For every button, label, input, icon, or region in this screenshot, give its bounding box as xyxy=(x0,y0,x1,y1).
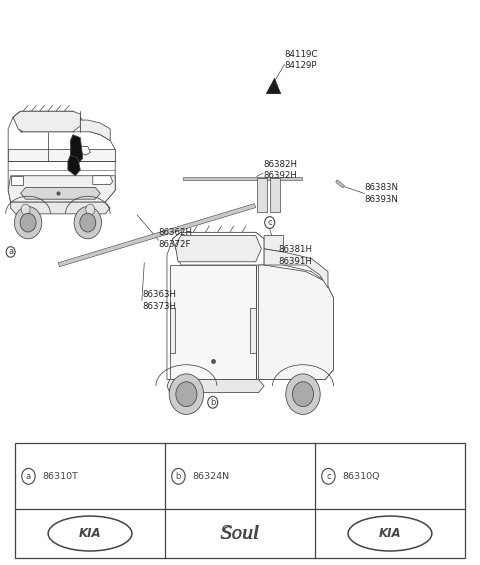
Text: a: a xyxy=(26,472,31,481)
Polygon shape xyxy=(167,380,264,393)
Circle shape xyxy=(169,374,204,414)
Polygon shape xyxy=(11,176,23,185)
Polygon shape xyxy=(13,111,80,132)
Polygon shape xyxy=(175,236,261,262)
Circle shape xyxy=(292,382,313,407)
Circle shape xyxy=(86,204,95,215)
Text: 86362H
86372F: 86362H 86372F xyxy=(158,228,192,249)
Polygon shape xyxy=(21,188,100,199)
Text: a: a xyxy=(8,247,13,257)
Polygon shape xyxy=(11,202,110,214)
Text: 86324N: 86324N xyxy=(193,472,230,481)
Polygon shape xyxy=(167,232,334,380)
Circle shape xyxy=(264,216,275,228)
Text: KIA: KIA xyxy=(79,527,101,540)
Text: $\mathregular{S}$oul: $\mathregular{S}$oul xyxy=(221,524,259,542)
Circle shape xyxy=(80,213,96,232)
Circle shape xyxy=(74,207,101,239)
Text: 84119C
84129P: 84119C 84129P xyxy=(285,50,318,70)
Polygon shape xyxy=(80,146,90,155)
Polygon shape xyxy=(8,149,115,161)
Polygon shape xyxy=(182,176,302,180)
Polygon shape xyxy=(68,155,80,176)
Text: KIA: KIA xyxy=(379,527,401,540)
Polygon shape xyxy=(264,249,328,288)
Polygon shape xyxy=(336,180,344,188)
Text: c: c xyxy=(267,218,272,227)
Polygon shape xyxy=(8,176,115,202)
Text: 86310Q: 86310Q xyxy=(343,472,380,481)
Text: 86310T: 86310T xyxy=(43,472,79,481)
Polygon shape xyxy=(58,203,256,267)
Text: b: b xyxy=(210,398,216,407)
Polygon shape xyxy=(13,111,80,132)
Polygon shape xyxy=(264,236,284,252)
Circle shape xyxy=(21,204,30,215)
FancyBboxPatch shape xyxy=(257,178,267,212)
Circle shape xyxy=(322,468,335,484)
Text: 86383N
86393N: 86383N 86393N xyxy=(364,183,398,203)
FancyBboxPatch shape xyxy=(270,178,280,212)
Polygon shape xyxy=(266,79,281,94)
Circle shape xyxy=(172,468,185,484)
Circle shape xyxy=(208,397,218,408)
Text: 86382H
86392H: 86382H 86392H xyxy=(263,159,297,180)
Polygon shape xyxy=(80,120,110,141)
Text: 86381H
86391H: 86381H 86391H xyxy=(278,245,312,266)
Polygon shape xyxy=(8,111,115,202)
Circle shape xyxy=(286,374,320,414)
Circle shape xyxy=(6,247,15,257)
Text: Soul: Soul xyxy=(220,524,260,542)
Polygon shape xyxy=(71,134,83,164)
Text: c: c xyxy=(326,472,331,481)
Bar xyxy=(15,443,465,558)
Circle shape xyxy=(176,382,197,407)
Polygon shape xyxy=(170,265,256,380)
Circle shape xyxy=(20,213,36,232)
Circle shape xyxy=(22,468,35,484)
Text: b: b xyxy=(176,472,181,481)
Polygon shape xyxy=(250,307,256,353)
Polygon shape xyxy=(172,232,264,265)
Polygon shape xyxy=(259,265,334,380)
Polygon shape xyxy=(93,176,113,185)
Circle shape xyxy=(14,207,42,239)
Polygon shape xyxy=(170,307,175,353)
Text: 86363H
86373H: 86363H 86373H xyxy=(142,290,176,311)
